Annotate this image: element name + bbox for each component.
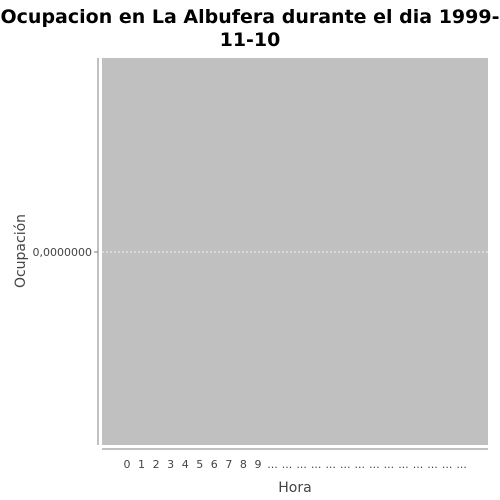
x-tick-label: ... bbox=[311, 458, 322, 471]
x-tick-label: ... bbox=[296, 458, 307, 471]
x-tick-label: ... bbox=[456, 458, 467, 471]
x-tick-label: ... bbox=[413, 458, 424, 471]
x-tick-label: 6 bbox=[211, 458, 218, 471]
x-tick-label: ... bbox=[369, 458, 380, 471]
x-tick-label: ... bbox=[267, 458, 278, 471]
y-axis-label: Ocupación bbox=[13, 214, 29, 288]
x-tick-label: 2 bbox=[153, 458, 160, 471]
chart-title-line-1: Ocupacion en La Albufera durante el dia … bbox=[1, 6, 500, 28]
x-tick-label: 3 bbox=[167, 458, 174, 471]
x-tick-label: 0 bbox=[124, 458, 131, 471]
x-tick-label: ... bbox=[442, 458, 453, 471]
x-tick-label: ... bbox=[282, 458, 293, 471]
chart-title-line-2: 11-10 bbox=[220, 29, 281, 51]
x-axis-label: Hora bbox=[278, 480, 311, 496]
x-tick-label: 5 bbox=[196, 458, 203, 471]
x-tick-label: 4 bbox=[182, 458, 189, 471]
x-tick-label: ... bbox=[325, 458, 336, 471]
x-tick-label: ... bbox=[355, 458, 366, 471]
x-tick-label: ... bbox=[340, 458, 351, 471]
y-tick-label: 0,0000000 bbox=[33, 246, 93, 259]
x-tick-label: ... bbox=[427, 458, 438, 471]
x-tick-label: 7 bbox=[225, 458, 232, 471]
x-tick-label: ... bbox=[384, 458, 395, 471]
plot-area bbox=[102, 58, 488, 445]
x-tick-label: 8 bbox=[240, 458, 247, 471]
x-tick-label: ... bbox=[398, 458, 409, 471]
x-tick-label: 1 bbox=[138, 458, 145, 471]
x-tick-label: 9 bbox=[254, 458, 261, 471]
